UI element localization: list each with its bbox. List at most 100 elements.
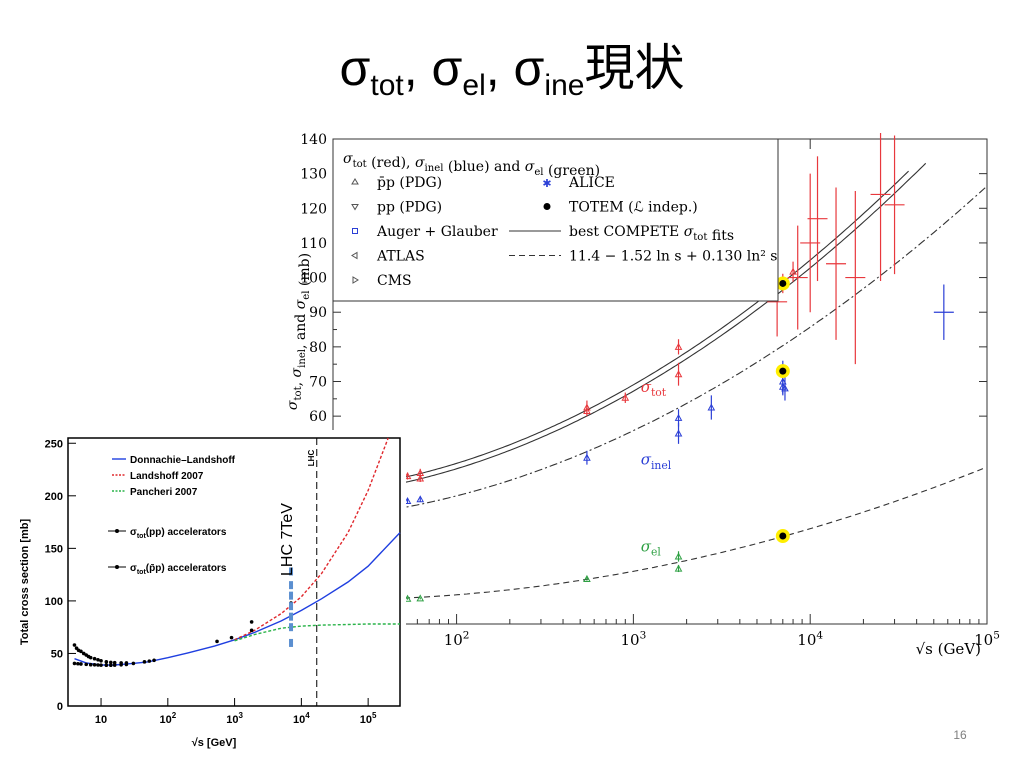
el-data-point	[416, 594, 425, 602]
main-legend-entry: p̄p (PDG)	[351, 175, 442, 191]
el-data-point	[674, 552, 683, 560]
inset-data-point	[72, 643, 77, 647]
main-legend-label: CMS	[377, 273, 412, 289]
inset-xtick-label: 10	[95, 714, 107, 726]
main-ytick-label: 120	[300, 201, 327, 217]
title-sub-el: el	[462, 69, 486, 102]
main-legend-entry: Auger + Glauber	[352, 224, 498, 240]
main-ytick-label: 80	[309, 340, 327, 356]
inset-data-point	[96, 657, 100, 662]
tot-data-point	[674, 370, 683, 378]
inel-data-point	[583, 453, 591, 461]
inset-data-point	[249, 620, 254, 624]
inset-legend-label: σtot(pp) accelerators	[130, 527, 227, 540]
inel-data-point	[781, 384, 789, 392]
inset-data-point	[131, 661, 136, 666]
inset-data-point	[147, 659, 152, 663]
inel-data-point	[403, 496, 412, 505]
lhc-annotation-text: LHC 7TeV	[279, 503, 296, 576]
main-x-axis-label: √s (GeV)	[916, 640, 981, 658]
inset-ytick-label: 100	[45, 596, 63, 608]
inset-data-point	[84, 662, 89, 667]
inset-lhc-point	[289, 591, 294, 600]
inset-legend-entry: Landshoff 2007	[112, 471, 204, 482]
inset-curve	[234, 623, 400, 642]
tot-data-point	[403, 472, 412, 480]
main-ytick-label: 70	[309, 375, 327, 391]
inset-data-point	[109, 660, 113, 665]
main-ytick-label: 130	[300, 167, 327, 183]
inset-legend-entry: σtot(p̄p) accelerators	[108, 563, 227, 576]
inset-data-point	[112, 663, 117, 667]
inel-data-point	[674, 429, 683, 437]
main-legend-entry: ✱ ALICE	[542, 175, 614, 191]
tot-data-point	[621, 393, 630, 401]
inset-data-point	[79, 649, 83, 654]
inset-xtick-label: 104	[293, 711, 310, 726]
inset-legend-entry: Pancheri 2007	[112, 487, 198, 498]
inset-legend-label: Donnachie–Landshoff	[130, 455, 236, 466]
inset-plot-frame	[67, 437, 401, 707]
main-legend-label: ALICE	[568, 175, 615, 191]
inset-data-point	[109, 663, 113, 668]
inset-legend-label: Pancheri 2007	[130, 487, 198, 498]
main-legend-label: TOTEM (ℒ indep.)	[569, 200, 698, 216]
inset-data-point	[72, 661, 77, 666]
inset-data-point	[99, 659, 103, 663]
inset-legend-entry: Donnachie–Landshoff	[112, 455, 236, 466]
main-xtick-label: 104	[797, 629, 823, 649]
main-legend-entry: CMS	[352, 273, 412, 289]
compete-tot-fit-curve-2	[364, 162, 927, 491]
inset-data-point	[229, 635, 234, 640]
inset-data-point	[119, 663, 123, 667]
inset-curve	[74, 532, 401, 666]
main-ytick-label: 140	[300, 133, 327, 148]
tot-data-point	[416, 474, 425, 482]
legend-triangle-right-icon	[352, 276, 359, 284]
inset-x-axis-label: √s [GeV]	[192, 737, 237, 749]
inset-data-point	[76, 661, 80, 666]
inset-ytick-label: 0	[57, 701, 63, 713]
lhc-annotation-svg: LHC 7TeV	[279, 503, 296, 576]
totem-data-point	[779, 367, 787, 375]
el-data-point	[403, 594, 412, 602]
main-legend-label: 11.4 − 1.52 ln s + 0.130 ln² s	[569, 249, 777, 265]
inset-xtick-label: 103	[226, 711, 243, 726]
inset-data-point	[104, 660, 109, 664]
inset-legend-label: Landshoff 2007	[130, 471, 204, 482]
inset-legend-label: σtot(p̄p) accelerators	[130, 563, 227, 576]
inset-xtick-label: 102	[159, 711, 176, 726]
legend-triangle-down-icon	[351, 204, 359, 211]
tot-data-point	[674, 342, 683, 350]
inset-data-point	[104, 663, 109, 668]
main-xtick-label: 102	[444, 629, 470, 649]
inel-data-point	[674, 413, 683, 421]
el-dashed-fit-curve	[364, 466, 988, 601]
slide-title: σtot, σel, σine現状	[0, 38, 1024, 116]
inset-data-point	[152, 658, 156, 663]
inset-ytick-label: 50	[51, 648, 63, 660]
inel-data-point	[416, 495, 425, 503]
inset-lhc-point	[289, 567, 294, 576]
tot-data-point	[789, 267, 797, 275]
title-sub-ine: ine	[544, 69, 585, 102]
el-data-point	[583, 574, 591, 582]
main-legend-entry: pp (PDG)	[351, 200, 442, 216]
totem-data-point	[779, 279, 787, 287]
inset-data-point	[88, 655, 93, 660]
el-data-point	[674, 564, 683, 572]
inset-xtick-label: 105	[360, 711, 377, 726]
main-legend-label: pp (PDG)	[377, 200, 442, 216]
main-ytick-label: 110	[300, 236, 327, 252]
inset-data-point	[88, 662, 93, 667]
title-suffix: 現状	[584, 40, 685, 96]
lhc-annotation: LHC 7TeV	[240, 480, 340, 580]
inel-dashdot-curve	[364, 185, 988, 515]
main-y-axis-label: σtot, σinel, and σel (mb)	[285, 253, 313, 410]
inel-data-point	[707, 403, 716, 411]
inset-y-axis-label: Total cross section [mb]	[19, 519, 31, 646]
main-ytick-label: 60	[309, 409, 327, 425]
main-legend-entry: ATLAS	[351, 249, 425, 265]
inset-data-point	[124, 662, 129, 667]
legend-square-icon	[352, 228, 358, 234]
